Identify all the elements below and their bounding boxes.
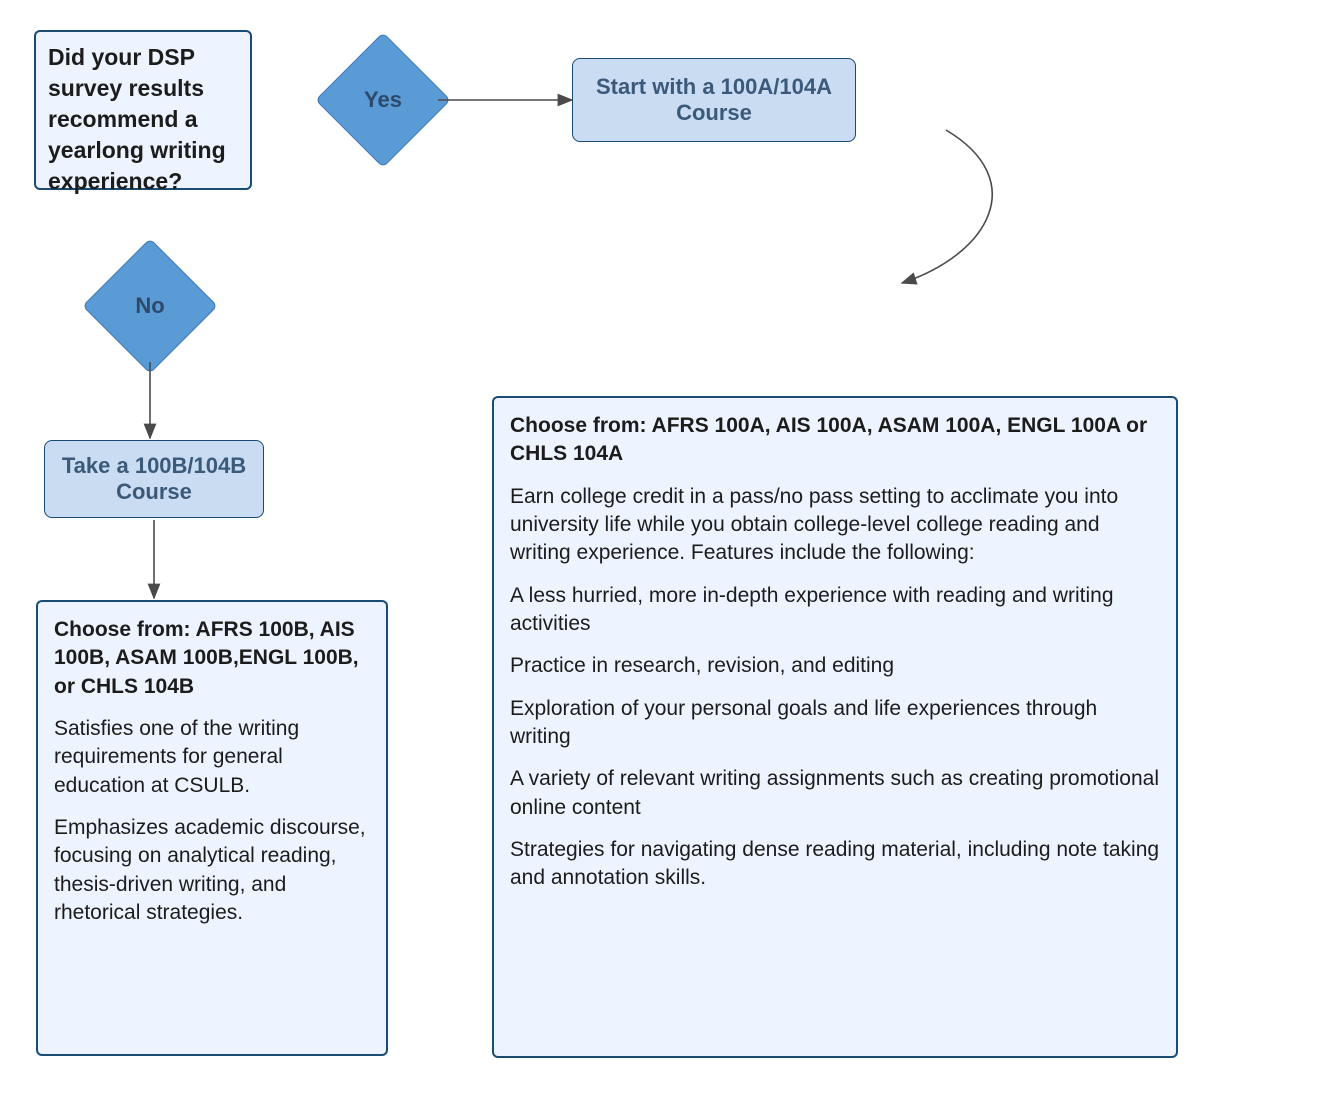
question-text: Did your DSP survey results recommend a … [48,44,226,194]
info-100a-intro: Earn college credit in a pass/no pass se… [510,483,1160,568]
info-100a-bullet-3: A variety of relevant writing assignment… [510,765,1160,822]
info-100a-box: Choose from: AFRS 100A, AIS 100A, ASAM 1… [492,396,1178,1058]
info-100a-title: Choose from: AFRS 100A, AIS 100A, ASAM 1… [510,412,1160,469]
info-100b-box: Choose from: AFRS 100B, AIS 100B, ASAM 1… [36,600,388,1056]
edge-start-to-info-curve [902,130,992,283]
no-label: No [102,293,198,319]
take-100b-label: Take a 100B/104B Course [53,453,255,505]
no-decision-diamond: No [82,238,218,374]
info-100b-para-0: Satisfies one of the writing requirement… [54,715,370,800]
info-100b-para-1: Emphasizes academic discourse, focusing … [54,814,370,927]
info-100a-bullet-2: Exploration of your personal goals and l… [510,695,1160,752]
info-100a-bullet-4: Strategies for navigating dense reading … [510,836,1160,893]
info-100b-title: Choose from: AFRS 100B, AIS 100B, ASAM 1… [54,616,370,701]
question-box: Did your DSP survey results recommend a … [34,30,252,190]
info-100a-bullet-1: Practice in research, revision, and edit… [510,652,1160,680]
take-100b-box: Take a 100B/104B Course [44,440,264,518]
yes-label: Yes [335,87,431,113]
info-100a-bullet-0: A less hurried, more in-depth experience… [510,582,1160,639]
start-100a-label: Start with a 100A/104A Course [581,74,847,126]
start-100a-box: Start with a 100A/104A Course [572,58,856,142]
yes-decision-diamond: Yes [315,32,451,168]
